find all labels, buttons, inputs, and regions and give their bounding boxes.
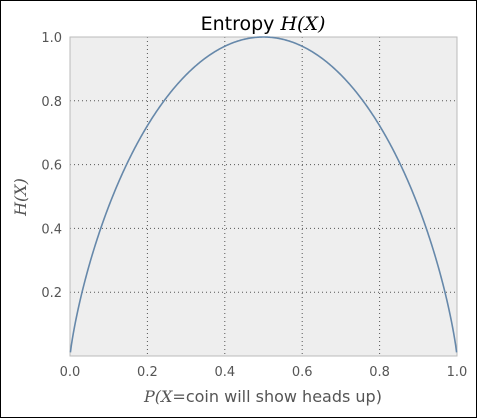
x-tick-label: 1.0 <box>447 365 468 380</box>
chart-title-math: H(X) <box>279 13 325 35</box>
x-tick-labels: 0.0 0.2 0.4 0.6 0.8 1.0 <box>60 365 468 380</box>
y-axis-label: H(X) <box>11 178 30 217</box>
chart-title: Entropy H(X) <box>201 13 326 35</box>
chart-title-text: Entropy <box>201 13 281 35</box>
x-tick-label: 0.2 <box>137 365 158 380</box>
y-tick-label: 0.8 <box>41 95 62 110</box>
x-tick-label: 0.6 <box>292 365 313 380</box>
y-tick-label: 0.4 <box>41 222 62 237</box>
x-axis-label-suffix: ) <box>376 387 382 406</box>
y-tick-label: 0.2 <box>41 286 62 301</box>
y-tick-label: 0.6 <box>41 159 62 174</box>
y-tick-labels: 0.2 0.4 0.6 0.8 1.0 <box>41 31 62 301</box>
x-tick-label: 0.8 <box>369 365 390 380</box>
plot-area <box>70 37 457 356</box>
x-tick-label: 0.4 <box>214 365 235 380</box>
x-axis-label-text: coin will show heads up <box>186 387 376 406</box>
entropy-curve <box>69 36 458 353</box>
x-axis-label: P(X=coin will show heads up) <box>143 387 382 406</box>
grid <box>70 37 457 356</box>
y-tick-label: 1.0 <box>41 31 62 46</box>
x-tick-label: 0.0 <box>60 365 81 380</box>
x-axis-label-math: P(X= <box>143 387 186 406</box>
